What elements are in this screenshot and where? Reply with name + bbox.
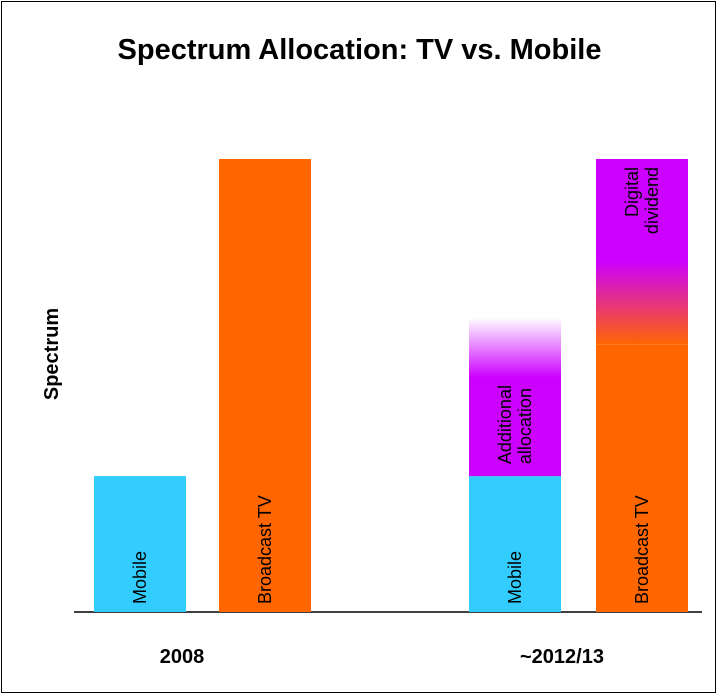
y-axis-title: Spectrum xyxy=(41,308,63,400)
x-tick-201213: ~2012/13 xyxy=(520,646,604,668)
bar-2008-mobile xyxy=(94,476,186,612)
bar-label-2012-13-mobile: Mobile xyxy=(505,551,525,604)
bar-label-2012-13-digital-dividend: Digitaldividend xyxy=(622,167,662,234)
x-ticks-group: 2008 ~2012/13 xyxy=(160,646,604,668)
bar-label-2008-mobile: Mobile xyxy=(130,551,150,604)
bar-2008-broadcast-tv xyxy=(219,159,311,612)
bar-label-2012-13-broadcast-tv: Broadcast TV xyxy=(632,495,652,604)
bar-label-2008-broadcast-tv: Broadcast TV xyxy=(255,495,275,604)
bar-label-2012-13-additional-allocation: Additionalallocation xyxy=(495,385,535,464)
bar-2012-13-additional-allocation xyxy=(469,317,561,477)
chart-title: Spectrum Allocation: TV vs. Mobile xyxy=(117,34,602,66)
bar-2012-13-broadcast-tv xyxy=(596,344,688,612)
bar-2012-13-digital-dividend xyxy=(596,159,688,345)
bar-2012-13-mobile xyxy=(469,476,561,612)
x-tick-2008: 2008 xyxy=(160,646,205,668)
bars-group: Mobile Broadcast TV Mobile Additionalalloca… xyxy=(94,159,688,612)
